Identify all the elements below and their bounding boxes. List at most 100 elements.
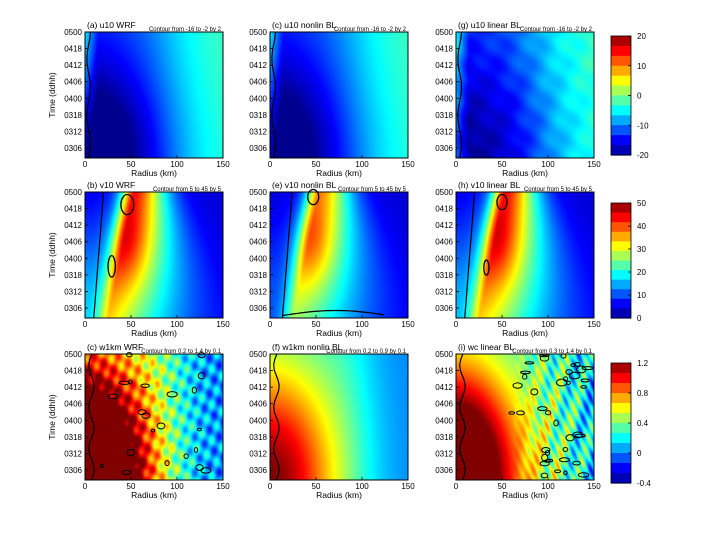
x-tick-label: 50 bbox=[312, 320, 321, 329]
panel-title: (h) v10 linear BL bbox=[458, 180, 521, 190]
heatmap-image bbox=[270, 192, 408, 318]
x-tick-label: 100 bbox=[355, 482, 369, 491]
colorbar-swatch bbox=[611, 413, 631, 424]
panel-title: (i) wc linear BL bbox=[458, 342, 514, 352]
y-tick-label: 0418 bbox=[249, 45, 267, 54]
contour-loop bbox=[193, 447, 199, 453]
y-tick-label: 0318 bbox=[435, 111, 453, 120]
x-tick-label: 100 bbox=[355, 160, 369, 169]
contour-loop bbox=[537, 406, 548, 412]
axes-frame bbox=[269, 353, 409, 481]
colorbar-tick-label: 50 bbox=[637, 199, 646, 208]
colorbar-swatch bbox=[611, 423, 631, 434]
x-axis-label: Radius (km) bbox=[131, 168, 177, 178]
x-tick-label: 100 bbox=[355, 320, 369, 329]
x-axis-label: Radius (km) bbox=[316, 490, 362, 500]
contour-note: Contour from 0.2 to 0.9 by 0.1 bbox=[326, 349, 406, 355]
contour-note: Contour from 0.3 to 1.4 by 0.1 bbox=[512, 349, 592, 355]
colorbar-tick-label: 20 bbox=[637, 32, 646, 41]
colorbar-swatch bbox=[611, 65, 631, 77]
contour-loop bbox=[558, 457, 571, 463]
y-tick-label: 0500 bbox=[64, 28, 82, 37]
y-tick-label: 0312 bbox=[249, 287, 267, 296]
x-axis-label: Radius (km) bbox=[131, 490, 177, 500]
x-tick-label: 150 bbox=[401, 160, 415, 169]
contour-loop bbox=[580, 378, 590, 383]
colorbar-swatch bbox=[611, 473, 631, 484]
y-tick-label: 0412 bbox=[435, 61, 453, 70]
contour-note: Contour from -16 to -2 by 2 bbox=[149, 27, 222, 33]
contour-loop bbox=[137, 409, 147, 416]
colorbar-tick-label: 1.2 bbox=[637, 359, 649, 368]
contour-loop bbox=[107, 393, 119, 400]
x-tick-label: 0 bbox=[268, 320, 273, 329]
contour-loop bbox=[530, 388, 539, 396]
panel-title: (c) w1km WRF bbox=[87, 342, 143, 352]
x-tick-label: 50 bbox=[127, 482, 136, 491]
panel-title: (c) u10 nonlin BL bbox=[272, 20, 337, 30]
contour-note: Contour from -16 to -2 by 2 bbox=[334, 27, 407, 33]
x-tick-label: 0 bbox=[454, 482, 459, 491]
y-tick-label: 0306 bbox=[435, 304, 453, 313]
contour-loop bbox=[520, 370, 531, 375]
colorbar-swatch bbox=[611, 250, 631, 262]
colorbar-swatch bbox=[611, 241, 631, 252]
contour-loop bbox=[107, 254, 117, 278]
contour-loop bbox=[166, 391, 178, 398]
y-axis-label: Time (ddhh) bbox=[47, 394, 57, 440]
colorbar-tick-label: 0 bbox=[637, 449, 642, 458]
y-tick-label: 0318 bbox=[435, 271, 453, 280]
contour-loop bbox=[196, 427, 203, 432]
colorbar-swatch bbox=[611, 231, 631, 242]
colorbar-swatch bbox=[611, 212, 631, 223]
x-tick-label: 100 bbox=[541, 320, 555, 329]
y-tick-label: 0406 bbox=[435, 238, 453, 247]
colorbar-swatch bbox=[611, 443, 631, 454]
colorbar-swatch bbox=[611, 55, 631, 67]
contour-loop bbox=[572, 460, 581, 466]
colorbar-tick-label: 0 bbox=[637, 92, 642, 101]
y-tick-label: 0412 bbox=[435, 221, 453, 230]
colorbar-swatch bbox=[611, 75, 631, 87]
y-tick-label: 0500 bbox=[435, 350, 453, 359]
x-axis-label: Radius (km) bbox=[316, 328, 362, 338]
contour-loop bbox=[541, 453, 549, 462]
panel-h: 0306 0312 0318 0400 0406 0412 0418 0500 0 50 100 15… bbox=[435, 180, 601, 338]
x-tick-label: 0 bbox=[268, 160, 273, 169]
contour-loop bbox=[580, 385, 588, 389]
y-tick-label: 0400 bbox=[64, 416, 82, 425]
colorbar-swatch bbox=[611, 135, 631, 146]
contour-loop bbox=[577, 472, 590, 478]
y-tick-label: 0318 bbox=[435, 433, 453, 442]
contour-loop bbox=[572, 431, 584, 439]
x-axis-label: Radius (km) bbox=[502, 168, 548, 178]
y-tick-label: 0400 bbox=[435, 416, 453, 425]
contour-loop bbox=[553, 419, 559, 427]
contour-note: Contour from -16 to -2 by 2 bbox=[520, 27, 593, 33]
heatmap-image bbox=[456, 192, 594, 318]
colorbar-swatch bbox=[611, 403, 631, 414]
heatmap-image bbox=[270, 32, 408, 158]
contour-line bbox=[88, 353, 95, 481]
colorbar-swatch bbox=[611, 125, 631, 136]
y-tick-label: 0406 bbox=[64, 400, 82, 409]
x-axis-label: Radius (km) bbox=[502, 490, 548, 500]
colorbar-swatch bbox=[611, 36, 631, 47]
y-tick-label: 0412 bbox=[64, 383, 82, 392]
contour-loop bbox=[516, 410, 525, 416]
x-tick-label: 0 bbox=[83, 320, 88, 329]
colorbar-tick-label: 10 bbox=[637, 62, 646, 71]
y-axis-label: Time (ddhh) bbox=[47, 72, 57, 118]
y-tick-label: 0500 bbox=[435, 188, 453, 197]
y-tick-label: 0406 bbox=[249, 78, 267, 87]
y-tick-label: 0306 bbox=[64, 144, 82, 153]
x-tick-label: 150 bbox=[401, 320, 415, 329]
x-tick-label: 0 bbox=[83, 160, 88, 169]
contour-loop bbox=[496, 193, 508, 211]
colorbar-tick-label: -10 bbox=[637, 121, 649, 130]
y-tick-label: 0306 bbox=[249, 144, 267, 153]
panel-e: 0306 0312 0318 0400 0406 0412 0418 0500 0 50 100 15… bbox=[249, 180, 415, 338]
colorbar-swatch bbox=[611, 45, 631, 57]
y-tick-label: 0312 bbox=[64, 449, 82, 458]
